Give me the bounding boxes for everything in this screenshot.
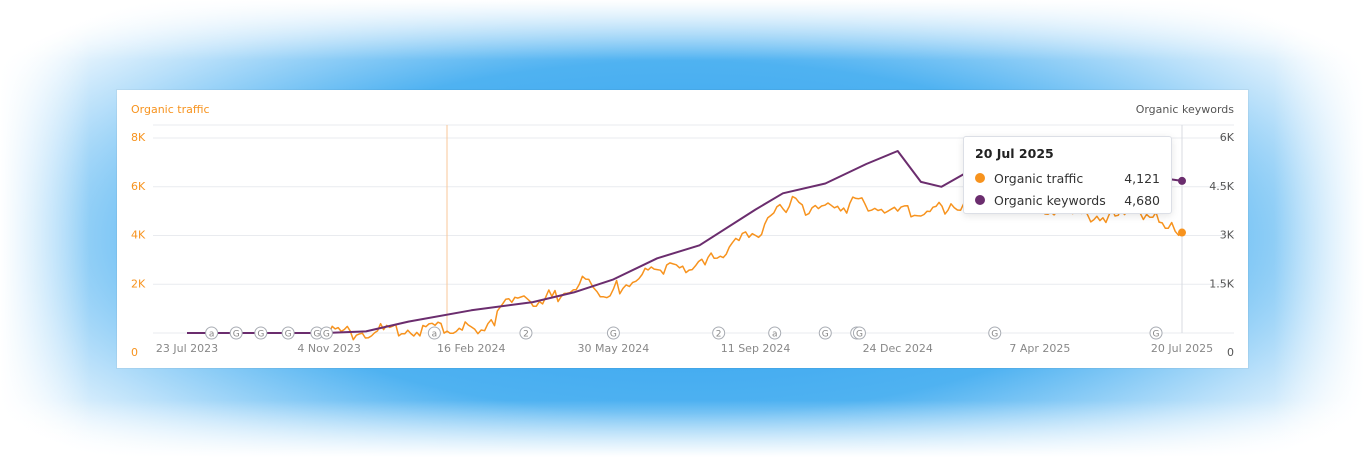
annotation-label: 2 [716, 330, 722, 340]
annotation-label: G [313, 330, 320, 340]
chart-tooltip: 20 Jul 2025 Organic traffic 4,121 Organi… [963, 136, 1172, 214]
annotation-marker [229, 326, 243, 340]
y-left-tick-label: 6K [131, 180, 146, 193]
annotation-label: G [1153, 330, 1160, 340]
annotation-label: 2 [523, 330, 529, 340]
annotation-label: a [209, 330, 215, 340]
annotation-marker [606, 326, 620, 340]
annotation-marker [712, 326, 726, 340]
y-right-tick-label: 0 [1227, 346, 1234, 359]
keywords-legend-dot [975, 195, 985, 205]
x-tick-label: 4 Nov 2023 [297, 342, 360, 355]
y-right-tick-label: 6K [1220, 131, 1235, 144]
tooltip-label-keywords: Organic keywords [994, 192, 1106, 208]
annotation-marker [818, 326, 832, 340]
x-tick-label: 24 Dec 2024 [863, 342, 933, 355]
annotation-label: G [323, 330, 330, 340]
y-left-tick-label: 8K [131, 131, 146, 144]
traffic-chart[interactable]: Organic traffic Organic keywords 0 2K 4K 6K 8K… [117, 90, 1248, 368]
annotation-marker [519, 326, 533, 340]
keywords-line [187, 150, 1183, 334]
annotation-marker [427, 326, 441, 340]
y-left-tick-label: 4K [131, 229, 146, 242]
x-tick-label: 16 Feb 2024 [437, 342, 505, 355]
annotation-label: a [772, 330, 778, 340]
x-tick-label: 20 Jul 2025 [1151, 342, 1213, 355]
annotation-marker [254, 326, 268, 340]
left-axis-title: Organic traffic [131, 103, 210, 116]
annotation-marker [205, 326, 219, 340]
tooltip-label-traffic: Organic traffic [994, 170, 1084, 186]
tooltip-date: 20 Jul 2025 [975, 146, 1054, 161]
chart-card: Organic traffic Organic keywords 0 2K 4K 6K 8K… [117, 90, 1248, 368]
annotation-label: G [856, 330, 863, 340]
annotation-marker [852, 326, 866, 340]
annotation-marker [319, 326, 333, 340]
annotation-marker [281, 326, 295, 340]
annotation-label: G [991, 330, 998, 340]
annotation-label: G [233, 330, 240, 340]
annotation-marker [988, 326, 1002, 340]
y-right-tick-label: 3K [1220, 229, 1235, 242]
y-left-tick-label: 2K [131, 277, 146, 290]
annotation-marker [1149, 326, 1163, 340]
annotation-label: G [610, 330, 617, 340]
annotation-label: G [285, 330, 292, 340]
y-right-tick-label: 4.5K [1209, 180, 1234, 193]
keywords-end-point [1178, 176, 1186, 185]
tooltip-row-traffic: Organic traffic 4,121 [975, 167, 1160, 189]
annotation-label: a [432, 330, 438, 340]
annotation-marker [768, 326, 782, 340]
annotation-label: G [822, 330, 829, 340]
y-right-tick-label: 1.5K [1209, 277, 1234, 290]
x-tick-label: 30 May 2024 [578, 342, 650, 355]
x-tick-label: 23 Jul 2023 [156, 342, 218, 355]
x-tick-label: 7 Apr 2025 [1009, 342, 1070, 355]
traffic-legend-dot [975, 173, 985, 183]
annotation-label: G [257, 330, 264, 340]
traffic-line [187, 194, 1183, 341]
tooltip-row-keywords: Organic keywords 4,680 [975, 189, 1160, 211]
tooltip-value-keywords: 4,680 [1124, 192, 1160, 208]
tooltip-value-traffic: 4,121 [1124, 170, 1160, 186]
x-tick-label: 11 Sep 2024 [721, 342, 791, 355]
y-left-tick-label: 0 [131, 346, 138, 359]
right-axis-title: Organic keywords [1136, 103, 1235, 116]
traffic-end-point [1178, 228, 1186, 237]
